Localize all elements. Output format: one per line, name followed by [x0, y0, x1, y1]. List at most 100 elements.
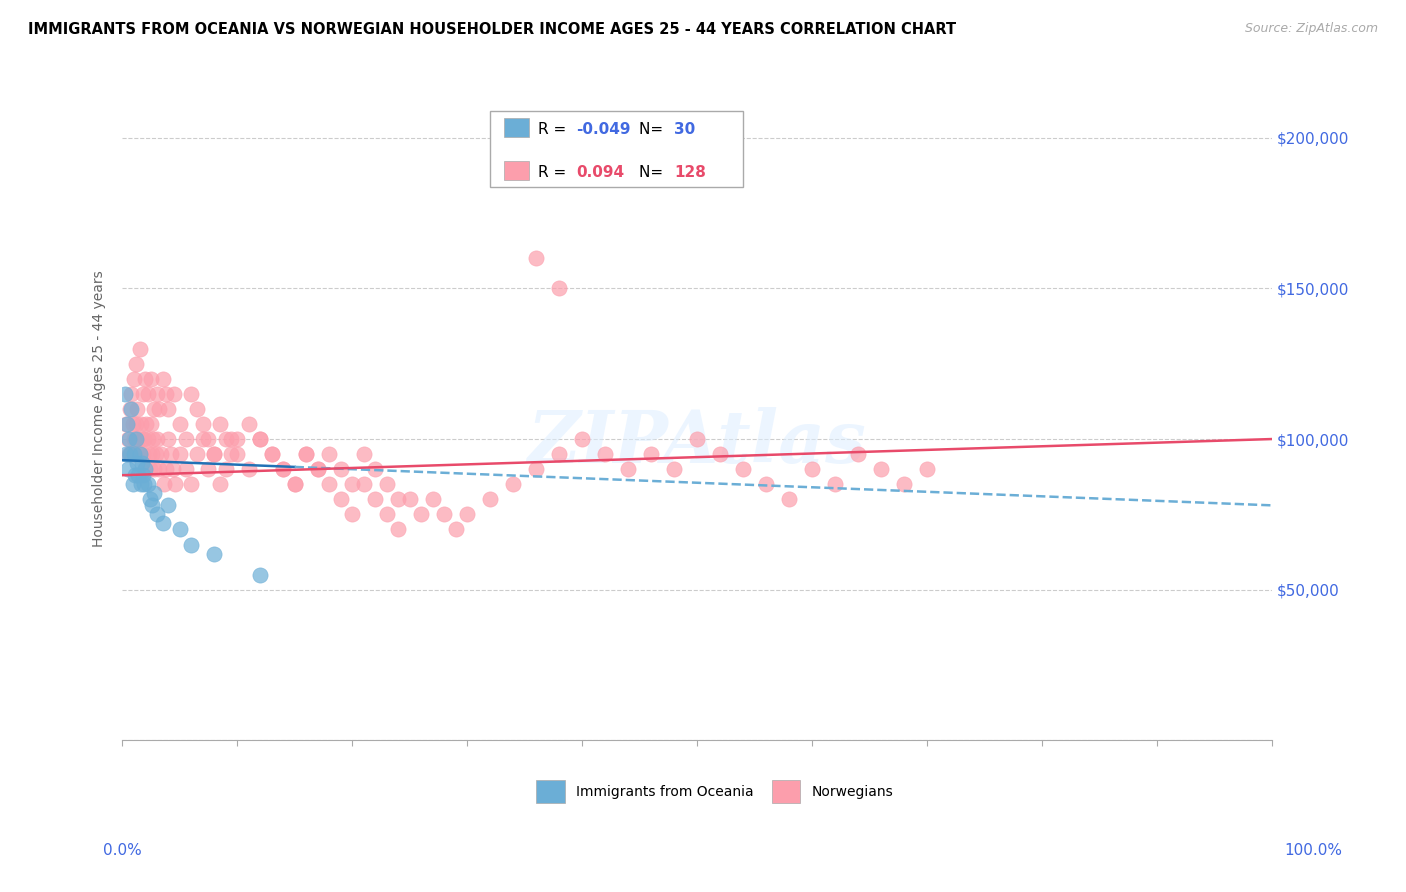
Point: [191, 417, 214, 431]
Point: [141, 499, 163, 513]
Point: [174, 462, 197, 476]
Point: [524, 252, 547, 266]
Text: -0.049: -0.049: [576, 121, 631, 136]
Point: [186, 447, 208, 461]
Point: [709, 447, 731, 461]
Point: [122, 372, 145, 386]
Point: [134, 477, 156, 491]
Point: [238, 462, 260, 476]
Point: [146, 432, 169, 446]
Point: [755, 477, 778, 491]
Point: [136, 432, 159, 446]
Point: [114, 387, 136, 401]
Point: [139, 462, 162, 476]
Point: [128, 447, 150, 461]
Point: [143, 401, 166, 416]
Point: [132, 468, 155, 483]
Point: [127, 401, 149, 416]
Point: [165, 477, 187, 491]
Point: [134, 372, 156, 386]
Point: [249, 432, 271, 446]
Point: [479, 492, 502, 507]
Point: [136, 387, 159, 401]
Point: [284, 477, 307, 491]
Point: [364, 462, 387, 476]
Point: [129, 477, 152, 491]
Point: [134, 462, 156, 476]
Point: [155, 462, 177, 476]
Point: [157, 401, 180, 416]
Point: [143, 486, 166, 500]
Point: [398, 492, 420, 507]
Y-axis label: Householder Income Ages 25 - 44 years: Householder Income Ages 25 - 44 years: [93, 270, 107, 548]
Point: [329, 462, 352, 476]
Point: [129, 417, 152, 431]
Point: [221, 432, 243, 446]
Point: [548, 447, 571, 461]
Point: [141, 447, 163, 461]
Text: R =: R =: [538, 121, 571, 136]
Point: [221, 447, 243, 461]
Point: [375, 508, 398, 522]
Point: [114, 417, 136, 431]
Point: [295, 447, 318, 461]
Point: [502, 477, 524, 491]
Point: [869, 462, 891, 476]
Point: [180, 477, 202, 491]
Point: [640, 447, 662, 461]
Point: [128, 342, 150, 356]
Point: [143, 462, 166, 476]
Point: [139, 492, 162, 507]
Point: [208, 477, 231, 491]
Text: Immigrants from Oceania: Immigrants from Oceania: [576, 785, 754, 799]
Point: [662, 462, 685, 476]
Point: [180, 537, 202, 551]
Point: [146, 508, 169, 522]
Text: Source: ZipAtlas.com: Source: ZipAtlas.com: [1244, 22, 1378, 36]
Point: [387, 523, 409, 537]
Point: [571, 432, 593, 446]
Point: [444, 523, 467, 537]
Point: [340, 477, 363, 491]
Text: IMMIGRANTS FROM OCEANIA VS NORWEGIAN HOUSEHOLDER INCOME AGES 25 - 44 YEARS CORRE: IMMIGRANTS FROM OCEANIA VS NORWEGIAN HOU…: [28, 22, 956, 37]
Point: [260, 447, 283, 461]
Point: [353, 447, 375, 461]
Point: [433, 508, 456, 522]
Text: N=: N=: [640, 165, 668, 180]
Point: [131, 456, 153, 470]
Point: [120, 401, 142, 416]
Point: [122, 432, 145, 446]
Point: [197, 432, 219, 446]
Point: [163, 387, 186, 401]
Point: [155, 387, 177, 401]
Point: [593, 447, 616, 461]
Point: [249, 432, 271, 446]
Point: [353, 477, 375, 491]
Point: [307, 462, 329, 476]
Point: [226, 432, 249, 446]
Point: [139, 417, 162, 431]
Point: [617, 462, 640, 476]
Point: [307, 462, 329, 476]
Text: 0.094: 0.094: [576, 165, 624, 180]
Point: [893, 477, 915, 491]
Point: [118, 447, 141, 461]
Point: [121, 387, 143, 401]
Point: [121, 401, 143, 416]
Point: [169, 417, 191, 431]
Point: [117, 462, 139, 476]
Point: [422, 492, 444, 507]
Point: [145, 447, 167, 461]
Point: [139, 372, 162, 386]
Point: [387, 492, 409, 507]
Point: [124, 447, 146, 461]
Point: [125, 357, 148, 371]
Point: [169, 447, 191, 461]
Text: 128: 128: [673, 165, 706, 180]
Point: [284, 477, 307, 491]
Point: [169, 523, 191, 537]
Point: [686, 432, 709, 446]
Point: [202, 447, 225, 461]
Point: [127, 432, 149, 446]
Point: [148, 462, 170, 476]
